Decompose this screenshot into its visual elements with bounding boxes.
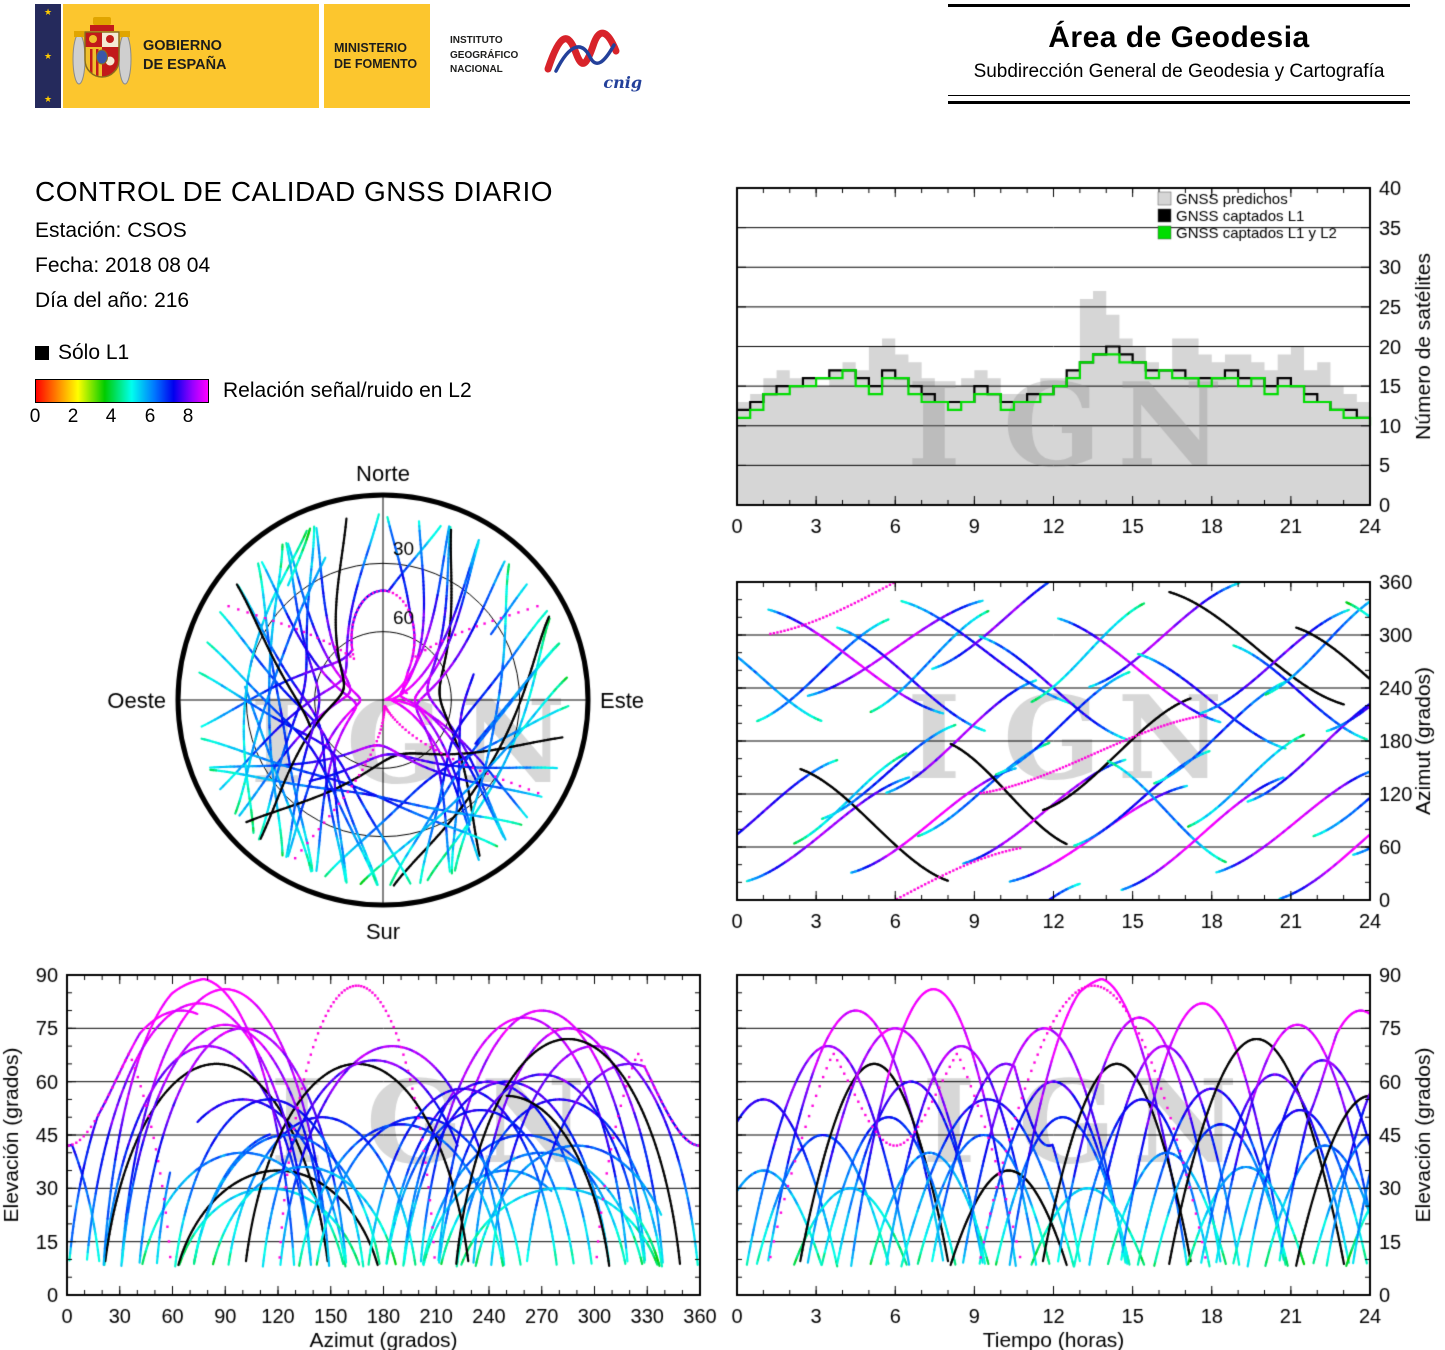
snr-colorbar-label: Relación señal/ruido en L2	[223, 379, 472, 402]
elevation-vs-azimuth-chart	[0, 962, 722, 1350]
cnig-label: cnig	[603, 73, 642, 92]
l1-only-label: Sólo L1	[58, 341, 130, 364]
gobierno-line2: DE ESPAÑA	[143, 57, 227, 73]
snr-row: Relación señal/ruido en L2	[35, 379, 472, 403]
instituto-line2: GEOGRÁFICO	[450, 49, 519, 61]
header-bottom-rule	[948, 101, 1410, 104]
snr-colorbar	[35, 379, 209, 403]
report-info: CONTROL DE CALIDAD GNSS DIARIO Estación:…	[35, 176, 553, 313]
l1-only-row: Sólo L1	[35, 341, 472, 365]
date-label: Fecha: 2018 08 04	[35, 254, 211, 277]
elevation-vs-time-chart	[722, 962, 1445, 1350]
area-header: Área de Geodesia Subdirección General de…	[948, 4, 1410, 104]
skyplot-chart	[55, 430, 715, 960]
instituto-line3: NACIONAL	[450, 64, 503, 76]
gobierno-cell: GOBIERNO DE ESPAÑA	[63, 4, 319, 108]
cnig-logo: cnig	[540, 4, 644, 108]
area-subtitle: Subdirección General de Geodesia y Carto…	[973, 61, 1385, 82]
cnig-brush-icon	[544, 29, 620, 73]
snr-tick-8: 8	[182, 406, 194, 427]
station-label: Estación: CSOS	[35, 219, 187, 242]
gobierno-text: GOBIERNO DE ESPAÑA	[143, 37, 227, 75]
area-title: Área de Geodesia	[1048, 21, 1310, 54]
ministerio-line2: DE FOMENTO	[334, 57, 418, 71]
spain-coat-of-arms-icon	[72, 17, 132, 85]
gobierno-line1: GOBIERNO	[143, 38, 222, 55]
doy-label: Día del año: 216	[35, 289, 190, 312]
snr-tick-0: 0	[29, 406, 41, 427]
snr-tick-4: 4	[105, 406, 117, 427]
header-top-rule	[948, 4, 1410, 7]
satellite-count-chart	[722, 178, 1445, 550]
eu-star-icon: ★	[43, 94, 53, 104]
snr-tick-2: 2	[67, 406, 79, 427]
l1-only-swatch	[35, 346, 49, 360]
gobierno-logo: ★ ★ ★	[35, 4, 644, 108]
eu-star-icon: ★	[43, 7, 53, 17]
eu-star-icon: ★	[43, 50, 53, 61]
eu-flag-strip: ★ ★ ★	[35, 4, 61, 108]
header-mid-rule	[948, 95, 1410, 96]
snr-tick-6: 6	[144, 406, 156, 427]
ministerio-cell: MINISTERIO DE FOMENTO	[324, 4, 430, 108]
report-title: CONTROL DE CALIDAD GNSS DIARIO	[35, 176, 554, 207]
azimuth-vs-time-chart	[722, 570, 1445, 942]
instituto-geografico-text: INSTITUTO GEOGRÁFICO NACIONAL	[450, 4, 534, 108]
ministerio-line1: MINISTERIO	[334, 40, 407, 55]
snr-colorbar-ticks: 0 2 4 6 8	[30, 406, 207, 430]
legend-block: Sólo L1 Relación señal/ruido en L2 0 2 4…	[30, 341, 472, 430]
instituto-line1: INSTITUTO	[450, 35, 503, 47]
